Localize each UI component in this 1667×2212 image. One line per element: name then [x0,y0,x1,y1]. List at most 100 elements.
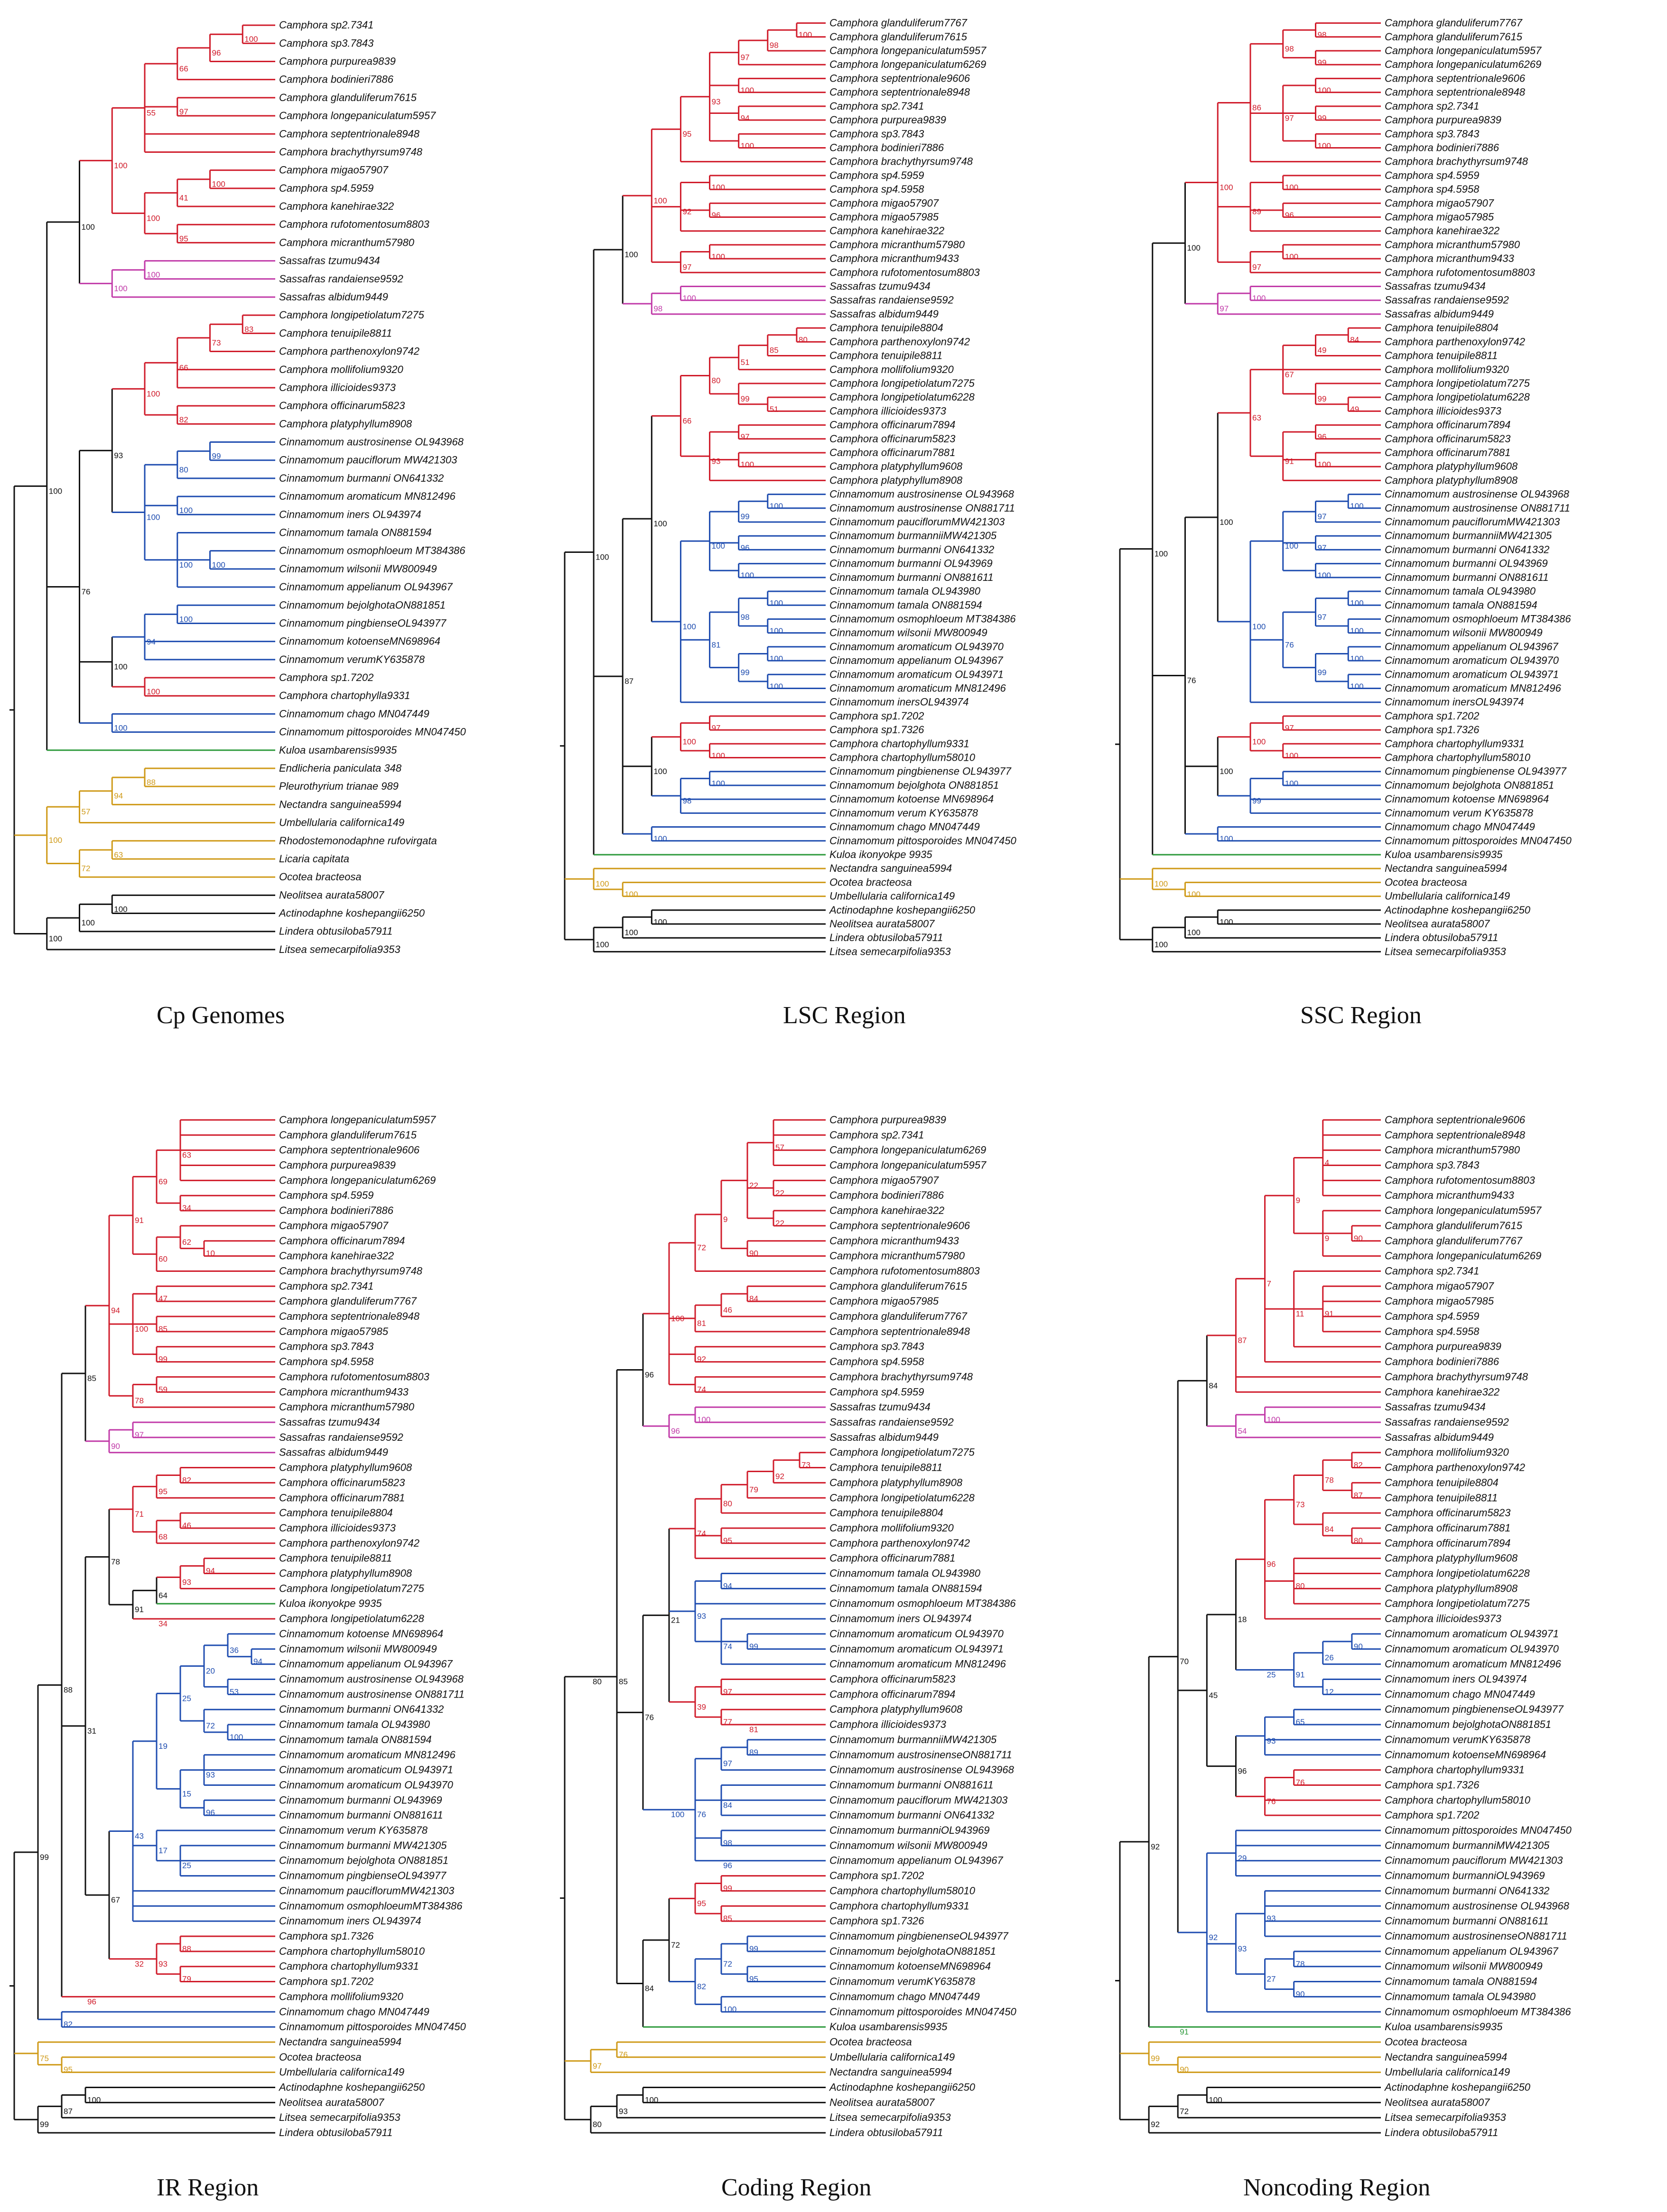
taxon-label: Camphora longipetiolatum6228 [1385,1568,1530,1579]
support-value: 99 [40,1853,49,1862]
support-value: 100 [741,141,754,150]
taxon-label: Actinodaphne koshepangii6250 [1384,904,1531,916]
taxon-label: Camphora kanehirae322 [279,200,394,212]
taxon-label: Litsea semecarpifolia9353 [1385,2111,1506,2123]
support-value: 89 [1252,207,1261,216]
taxon-label: Camphora chartophyllum9331 [829,1900,969,1912]
taxon-label: Cinnamomum bejolghota ON881851 [279,1855,448,1867]
support-value: 98 [770,41,779,50]
taxon-label: Ocotea bracteosa [1385,2036,1467,2048]
support-value: 100 [1252,294,1266,303]
taxon-label: Camphora micranthum9433 [829,252,959,264]
support-value: 97 [1318,543,1327,552]
taxon-label: Camphora micranthum9433 [1385,1189,1514,1201]
support-value: 31 [87,1727,96,1736]
taxon-label: Camphora migao57907 [829,1174,939,1186]
support-value: 97 [1220,304,1229,313]
taxon-label: Camphora micranthum57980 [279,236,415,248]
taxon-label: Cinnamomum iners OL943974 [829,1613,972,1624]
taxon-label: Cinnamomum pittosporoides MN047450 [829,2006,1017,2017]
support-value: 99 [741,668,750,677]
taxon-label: Cinnamomum burmanni ON641332 [829,543,994,555]
taxon-label: Endlicheria paniculata 348 [279,762,402,774]
taxon-label: Umbellularia californica149 [829,890,955,902]
taxon-label: Camphora sp1.7326 [1385,724,1480,736]
support-value: 72 [697,1243,706,1252]
support-value: 91 [1180,2027,1189,2036]
taxon-label: Cinnamomum aromaticum OL943970 [279,1779,454,1791]
support-value: 79 [749,1485,758,1494]
taxon-label: Camphora sp4.5958 [829,1356,924,1368]
taxon-label: Camphora sp2.7341 [829,1129,924,1141]
taxon-label: Cinnamomum pauciflorumMW421303 [1385,516,1560,528]
support-value: 98 [1285,44,1294,53]
support-value: 93 [697,1612,706,1621]
support-value: 100 [1318,141,1331,150]
support-value: 100 [712,252,725,261]
support-value: 100 [1285,541,1298,551]
support-value: 100 [1187,890,1201,899]
support-value: 86 [1252,103,1261,112]
support-value: 99 [1318,394,1327,403]
taxon-label: Litsea semecarpifolia9353 [829,945,951,957]
support-value: 57 [82,807,91,816]
taxon-label: Camphora migao57907 [1385,1280,1494,1292]
taxon-label: Ocotea bracteosa [279,2051,362,2063]
taxon-label: Neolitsea aurata58007 [829,2096,935,2108]
support-value: 99 [1318,668,1327,677]
taxon-label: Cinnamomum bejolghota ON881851 [1385,779,1554,791]
taxon-label: Sassafras randaiense9592 [1385,294,1509,306]
support-value: 100 [741,86,754,95]
support-value: 100 [671,1810,684,1819]
taxon-label: Camphora kanehirae322 [829,225,944,237]
taxon-label: Camphora parthenoxylon9742 [1385,1462,1525,1474]
taxon-label: Cinnamomum osmophloeum MT384386 [1385,613,1571,625]
support-value: 85 [87,1374,96,1383]
support-value: 100 [596,553,609,562]
support-value: 100 [82,918,95,927]
taxon-label: Camphora tenuipile8804 [829,322,943,334]
taxon-label: Sassafras albidum9449 [279,291,388,303]
support-value: 98 [682,796,691,805]
taxon-label: Camphora bodinieri7886 [279,1204,394,1216]
taxon-label: Camphora micranthum57980 [829,239,965,251]
support-value: 92 [1151,1842,1160,1851]
taxon-label: Camphora platyphyllum8908 [1385,474,1518,486]
taxon-label: Camphora septentrionale8948 [829,1325,970,1337]
support-value: 94 [111,1306,120,1315]
taxon-label: Camphora chartophyllum58010 [829,1885,976,1896]
taxon-label: Cinnamomum aromaticum OL943971 [279,1764,453,1776]
tree-panel-ssc-region: 100 100 100 86 98 98 Camphora glanduliferum776… [1115,17,1572,957]
taxon-label: Litsea semecarpifolia9353 [1385,945,1506,957]
support-value: 76 [645,1713,654,1722]
support-value: 11 [1296,1309,1304,1318]
taxon-label: Camphora micranthum57980 [1385,1144,1520,1156]
taxon-label: Cinnamomum austrosinense ON881711 [829,502,1015,514]
support-value: 82 [697,1982,706,1991]
support-value: 100 [596,879,609,888]
taxon-label: Camphora sp4.5959 [1385,169,1479,181]
support-value: 100 [741,571,754,580]
taxon-label: Cinnamomum pittosporoides MN047450 [1385,1824,1572,1836]
taxon-label: Camphora chartophyllum58010 [1385,752,1531,764]
support-value: 99 [40,2120,49,2129]
taxon-label: Lindera obtusiloba57911 [829,2127,943,2138]
taxon-label: Cinnamomum burmanni MW421305 [279,1839,447,1851]
taxon-label: Camphora longepaniculatum5957 [1385,45,1542,56]
support-value: 99 [1252,796,1261,805]
support-value: 96 [671,1427,680,1436]
taxon-label: Sassafras albidum9449 [829,1431,939,1443]
taxon-label: Cinnamomum verumKY635878 [829,1976,976,1988]
support-value: 100 [114,905,127,914]
support-value: 19 [158,1742,168,1751]
taxon-label: Kuloa usambarensis9935 [279,744,397,756]
taxon-label: Actinodaphne koshepangii6250 [278,907,425,919]
taxon-label: Camphora sp4.5959 [279,1189,373,1201]
taxon-label: Cinnamomum burmanniiMW421305 [1385,530,1552,541]
taxon-label: Cinnamomum burmanniiMW421305 [829,1734,997,1745]
taxon-label: Camphora platyphyllum8908 [279,1568,412,1579]
taxon-label: Camphora glanduliferum7615 [829,31,968,43]
taxon-label: Cinnamomum aromaticum MN812496 [1385,1658,1561,1670]
taxon-label: Sassafras tzumu9434 [829,280,931,292]
taxon-label: Cinnamomum verum KY635878 [279,1824,428,1836]
